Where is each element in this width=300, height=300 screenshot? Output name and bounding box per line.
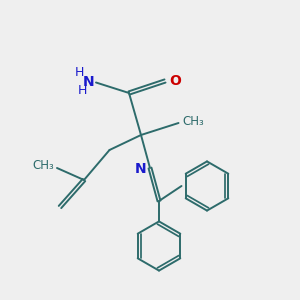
Text: N: N: [135, 163, 146, 176]
Text: N: N: [83, 76, 94, 89]
Text: H: H: [78, 83, 87, 97]
Text: O: O: [169, 74, 181, 88]
Text: H: H: [75, 66, 84, 80]
Text: CH₃: CH₃: [32, 159, 54, 172]
Text: CH₃: CH₃: [182, 115, 204, 128]
